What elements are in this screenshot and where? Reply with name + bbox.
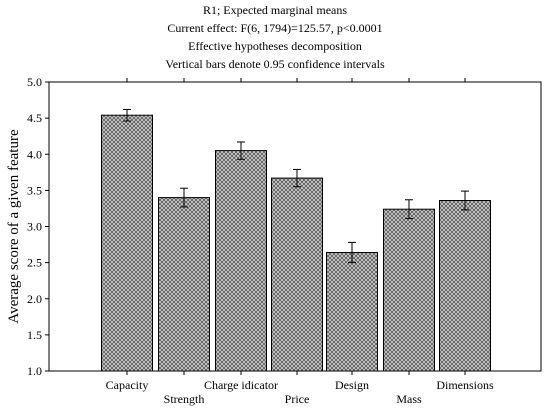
- bar-charge-idicator: [215, 150, 267, 372]
- bar-design: [326, 252, 378, 372]
- error-bar-charge-idicator: [237, 141, 245, 160]
- chart-subtitle-ci-note: Vertical bars denote 0.95 confidence int…: [165, 57, 385, 71]
- y-axis-title: Average score of a given feature: [6, 129, 22, 324]
- y-tick-label: 3.0: [27, 220, 42, 234]
- error-bar-design: [348, 241, 356, 264]
- x-category-label: Charge idicator: [204, 378, 278, 392]
- x-category-label: Design: [335, 378, 369, 392]
- chart-subtitle-decomposition: Effective hypotheses decomposition: [188, 39, 362, 53]
- bar-capacity: [101, 114, 153, 372]
- error-bar-price: [293, 168, 301, 188]
- x-category-label: Strength: [164, 392, 205, 406]
- x-category-label: Dimensions: [436, 378, 494, 392]
- y-tick-label: 2.5: [27, 256, 42, 270]
- error-bar-capacity: [123, 108, 131, 122]
- y-tick-label: 2.0: [27, 292, 42, 306]
- bar-strength: [158, 197, 210, 372]
- bar-price: [271, 177, 323, 372]
- x-category-label: Mass: [396, 392, 422, 406]
- y-tick-label: 1.5: [27, 328, 42, 342]
- error-bar-mass: [405, 199, 413, 220]
- chart-title: R1; Expected marginal means: [202, 3, 348, 17]
- x-category-label: Price: [285, 392, 310, 406]
- error-bar-strength: [180, 187, 188, 208]
- y-tick-label: 3.5: [27, 183, 42, 197]
- chart-subtitle-effect: Current effect: F(6, 1794)=125.57, p<0.0…: [167, 21, 383, 35]
- bar-dimensions: [439, 200, 491, 372]
- error-bar-dimensions: [461, 190, 469, 211]
- x-category-label: Capacity: [106, 378, 149, 392]
- y-tick-label: 1.0: [27, 364, 42, 378]
- bar-mass: [383, 208, 435, 372]
- y-tick-label: 4.5: [27, 111, 42, 125]
- y-tick-label: 4.0: [27, 147, 42, 161]
- y-tick-label: 5.0: [27, 75, 42, 89]
